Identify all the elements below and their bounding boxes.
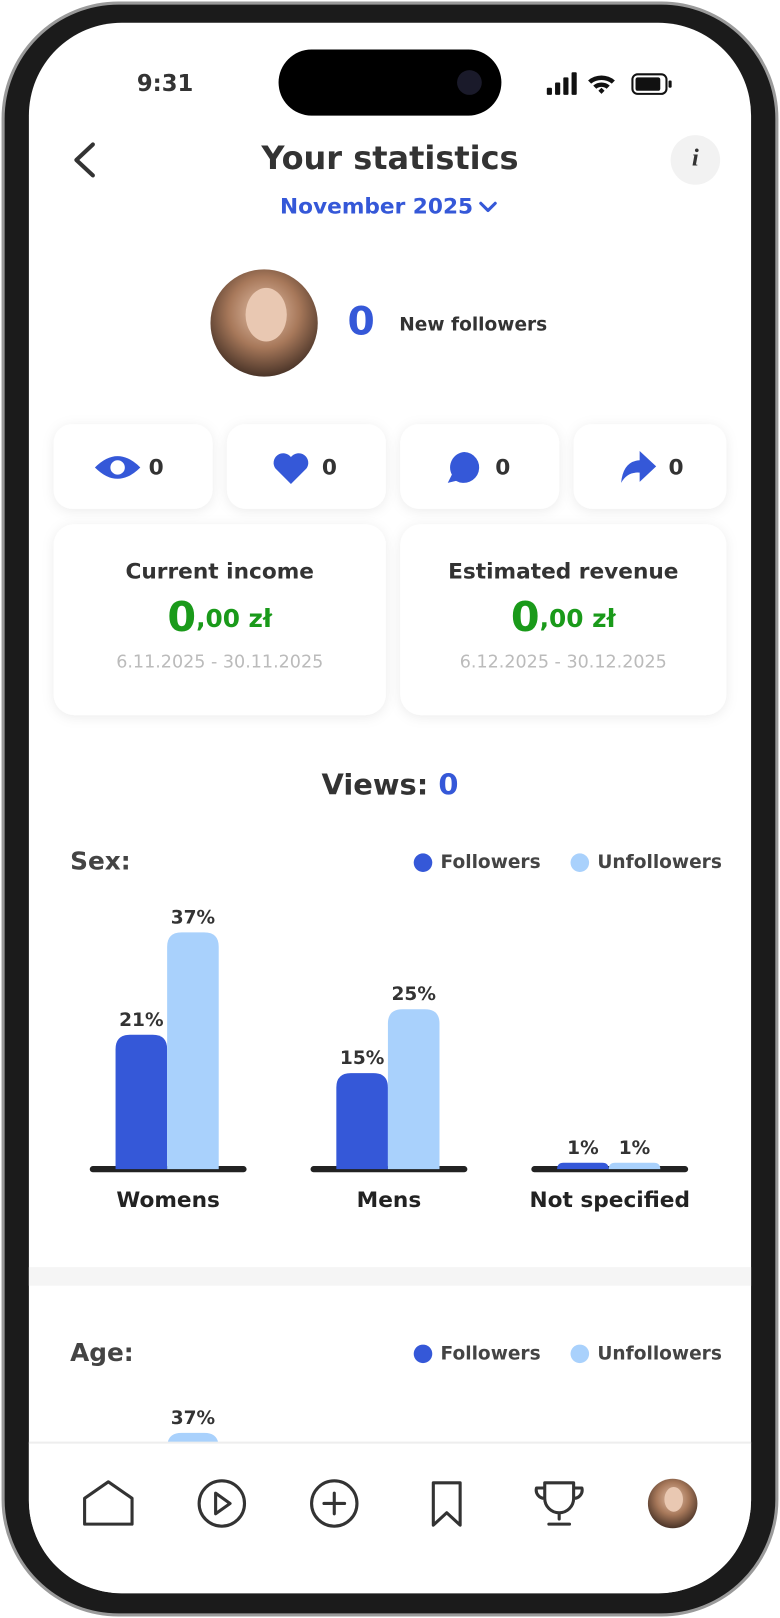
legend-swatch <box>570 853 590 872</box>
period-selector[interactable]: November 2025 <box>280 194 497 219</box>
data-label: 37% <box>171 907 216 928</box>
bar <box>387 1009 440 1170</box>
status-icons <box>546 72 672 95</box>
back-button[interactable] <box>74 142 95 178</box>
nav-profile[interactable] <box>647 1478 698 1529</box>
data-label: 21% <box>119 1010 164 1031</box>
card-title: Current income <box>126 560 314 585</box>
card-range: 6.11.2025 - 30.11.2025 <box>116 652 323 672</box>
bar <box>608 1162 661 1170</box>
stat-icon-shares <box>621 450 657 483</box>
camera <box>457 70 482 95</box>
stats-row: 0 0 0 0 <box>53 424 727 509</box>
amount-decimal: ,00 zł <box>196 604 273 633</box>
stat-icon-views <box>94 456 141 479</box>
data-label: 1% <box>567 1138 599 1159</box>
views-label: Views: <box>322 767 429 801</box>
data-label: 25% <box>391 984 436 1005</box>
card-bg <box>400 524 727 716</box>
legend-swatch <box>413 1344 433 1364</box>
stat-value: 0 <box>495 455 510 480</box>
nav-saved[interactable] <box>431 1481 462 1527</box>
bar <box>115 1034 168 1170</box>
screen <box>28 22 752 1594</box>
income-card: Estimated revenue 0,00 zł 6.12.2025 - 30.1… <box>400 524 727 716</box>
chart-title: Sex: <box>70 847 130 876</box>
legend-label: Followers <box>441 852 541 873</box>
stat-value: 0 <box>669 455 684 480</box>
views-value: 0 <box>438 767 458 801</box>
data-label: 1% <box>619 1138 651 1159</box>
card-bg <box>53 524 386 716</box>
charts: Sex: Followers Unfollowers Womens Mens Not sp… <box>70 847 722 1443</box>
new-followers-count: 0 <box>347 300 374 345</box>
legend-label: Unfollowers <box>597 852 722 873</box>
data-label: 15% <box>340 1048 385 1069</box>
stat-value: 0 <box>322 455 337 480</box>
card-bg <box>400 424 560 509</box>
dynamic-island <box>278 49 502 116</box>
stat-card: 0 <box>53 424 213 509</box>
new-followers-label: New followers <box>399 315 547 336</box>
screen-title: Your statistics <box>260 139 518 177</box>
nav-trophy[interactable] <box>534 1481 584 1526</box>
stat-card: 0 <box>573 424 727 509</box>
amount-integer: 0 <box>167 593 196 641</box>
amount-decimal: ,00 zł <box>540 604 617 633</box>
info-button[interactable]: i <box>670 135 721 185</box>
bar <box>167 932 219 1170</box>
nav-home[interactable] <box>83 1480 134 1526</box>
income-card: Current income 0,00 zł 6.11.2025 - 30.11.2… <box>53 524 386 716</box>
period-label: November 2025 <box>280 194 473 219</box>
legend-swatch <box>413 853 433 872</box>
card-title: Estimated revenue <box>448 560 678 585</box>
amount-integer: 0 <box>511 593 540 641</box>
legend-label: Unfollowers <box>597 1343 722 1364</box>
bar <box>336 1073 388 1170</box>
svg-text:i: i <box>692 145 699 172</box>
stat-card: 0 <box>226 424 386 509</box>
section-divider <box>28 1267 752 1286</box>
chart-title: Age: <box>70 1338 134 1367</box>
legend-label: Followers <box>441 1343 541 1364</box>
nav-add[interactable] <box>310 1479 359 1528</box>
bottom-nav <box>28 1441 752 1594</box>
views-total: Views: 0 <box>322 767 459 801</box>
nav-videos[interactable] <box>197 1479 247 1528</box>
status-time: 9:31 <box>137 71 193 97</box>
stat-icon-likes <box>273 453 309 484</box>
bar <box>167 1432 219 1443</box>
card-amount: 0,00 zł <box>511 593 617 641</box>
bar <box>557 1162 609 1170</box>
x-tick-label: Womens <box>116 1188 220 1213</box>
data-label: 37% <box>171 1408 216 1429</box>
legend-swatch <box>570 1344 590 1364</box>
stat-icon-comments <box>447 451 480 483</box>
card-range: 6.12.2025 - 30.12.2025 <box>460 652 667 672</box>
stat-card: 0 <box>400 424 560 509</box>
card-amount: 0,00 zł <box>167 593 273 641</box>
x-tick-label: Not specified <box>530 1188 690 1213</box>
stat-value: 0 <box>149 455 164 480</box>
avatar <box>210 269 318 377</box>
x-tick-label: Mens <box>357 1188 422 1213</box>
